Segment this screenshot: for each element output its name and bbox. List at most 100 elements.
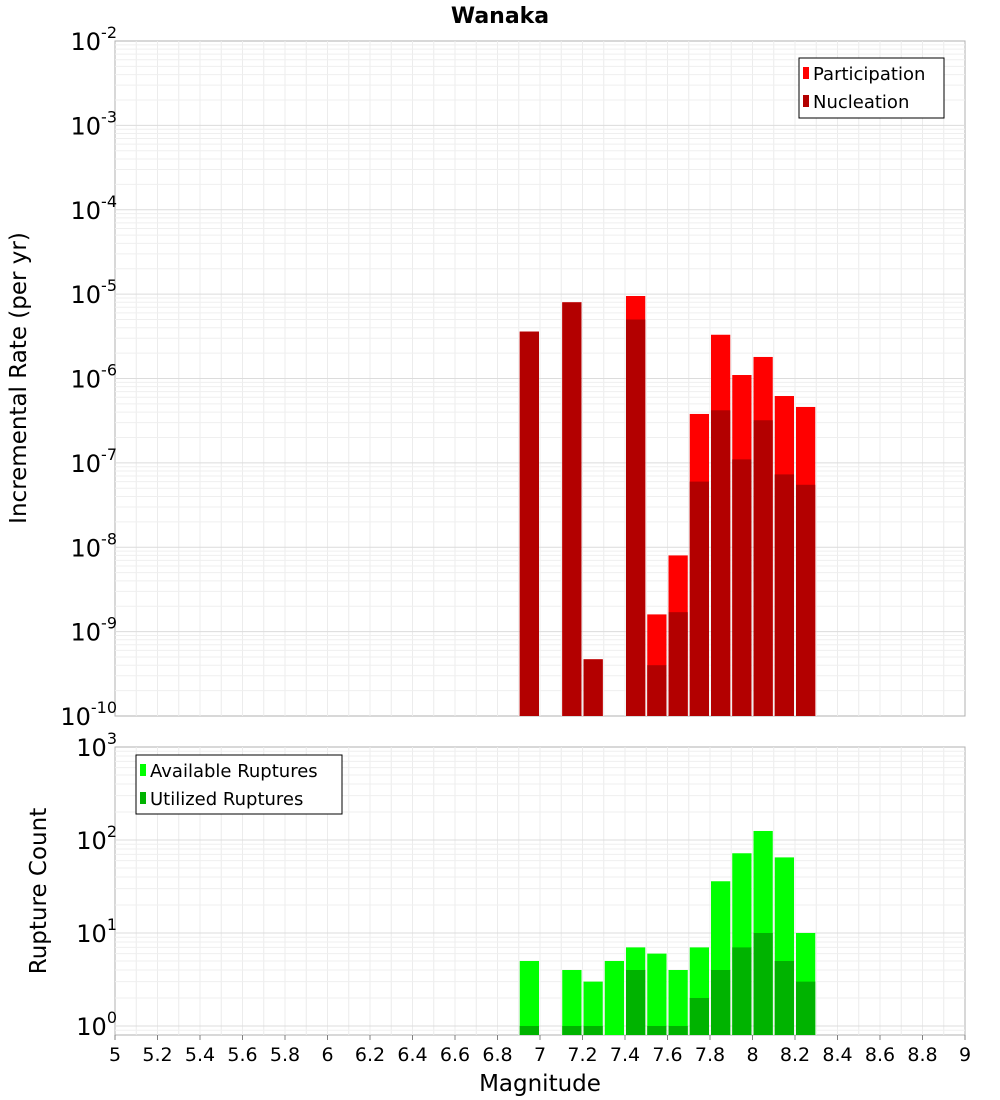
utilized-legend-swatch <box>140 792 146 804</box>
rate-bars <box>519 296 816 716</box>
count-inner-bar <box>774 960 794 1035</box>
x-tick-label: 8.4 <box>822 1044 852 1066</box>
x-tick-label: 6 <box>321 1044 333 1066</box>
rate-inner-bar <box>796 484 816 716</box>
count-inner-bar <box>711 969 731 1035</box>
x-tick-label: 6.8 <box>482 1044 512 1066</box>
count-y-axis-label: Rupture Count <box>26 808 52 974</box>
y-tick-exponent: -5 <box>101 276 117 295</box>
y-tick-exponent: -6 <box>101 361 117 380</box>
y-tick-base: 10 <box>60 703 91 731</box>
x-tick-label: 7.2 <box>567 1044 597 1066</box>
y-tick-exponent: -9 <box>101 614 117 633</box>
rate-inner-bar <box>753 420 773 716</box>
rate-inner-bar <box>562 302 582 716</box>
count-inner-bar <box>753 932 773 1035</box>
y-tick-label: 103 <box>76 729 117 762</box>
nucleation-legend-swatch <box>803 95 809 107</box>
y-tick-exponent: -7 <box>101 445 117 464</box>
x-axis-label: Magnitude <box>479 1071 601 1097</box>
x-tick-labels: 5 5.2 5.4 5.6 5.8 6 6.2 6.4 6.6 6.8 7 7.2 7.4 7.6 7.8 8… <box>109 1035 971 1066</box>
x-tick-label: 7.4 <box>610 1044 640 1066</box>
y-tick-exponent: 1 <box>107 915 117 934</box>
participation-legend-label: Participation <box>813 64 925 85</box>
count-outer-bar <box>647 953 667 1035</box>
x-tick-label: 8.6 <box>865 1044 895 1066</box>
y-tick-exponent: -8 <box>101 529 117 548</box>
x-tick-label: 9 <box>959 1044 971 1066</box>
y-tick-label: 10-4 <box>71 192 118 225</box>
rate-grid <box>115 41 965 716</box>
y-tick-exponent: 2 <box>107 822 117 841</box>
rate-y-axis-label: Incremental Rate (per yr) <box>6 232 32 524</box>
count-inner-bar <box>519 1025 539 1035</box>
count-outer-bar <box>604 960 624 1035</box>
available-legend-label: Available Ruptures <box>150 761 318 782</box>
y-tick-base: 10 <box>76 734 107 762</box>
count-outer-bar <box>562 969 582 1035</box>
y-tick-base: 10 <box>71 112 102 140</box>
y-tick-label: 10-10 <box>60 698 117 731</box>
y-tick-label: 10-8 <box>71 529 118 562</box>
utilized-legend-label: Utilized Ruptures <box>150 789 303 810</box>
rate-inner-bar <box>711 410 731 716</box>
count-inner-bar <box>689 997 709 1035</box>
x-tick-label: 7.6 <box>652 1044 682 1066</box>
y-tick-exponent: 0 <box>107 1008 117 1027</box>
count-inner-bar <box>626 969 646 1035</box>
x-tick-label: 6.6 <box>440 1044 470 1066</box>
y-tick-base: 10 <box>76 827 107 855</box>
count-outer-bar <box>519 960 539 1035</box>
rate-inner-bar <box>647 665 667 716</box>
y-tick-label: 10-6 <box>71 361 118 394</box>
rate-inner-bar <box>732 459 752 716</box>
y-tick-base: 10 <box>76 1013 107 1041</box>
x-tick-label: 5.2 <box>142 1044 172 1066</box>
y-tick-exponent: -2 <box>101 23 117 42</box>
y-tick-exponent: -4 <box>101 192 117 211</box>
y-tick-label: 101 <box>76 915 117 948</box>
x-tick-label: 5 <box>109 1044 121 1066</box>
x-tick-label: 6.4 <box>397 1044 427 1066</box>
count-outer-bar <box>668 969 688 1035</box>
y-tick-base: 10 <box>71 534 102 562</box>
x-tick-label: 5.6 <box>227 1044 257 1066</box>
y-tick-exponent: -10 <box>91 698 117 717</box>
rate-inner-bar <box>668 612 688 716</box>
count-inner-bar <box>732 947 752 1035</box>
x-tick-label: 6.2 <box>355 1044 385 1066</box>
y-tick-label: 10-3 <box>71 107 118 140</box>
rate-legend-box <box>798 57 945 119</box>
x-tick-label: 7.8 <box>695 1044 725 1066</box>
count-grid <box>115 747 965 1035</box>
rate-legend: Participation Nucleation <box>798 57 945 119</box>
y-tick-exponent: 3 <box>107 729 117 748</box>
x-tick-label: 7 <box>534 1044 546 1066</box>
count-inner-bar <box>647 1025 667 1035</box>
y-tick-base: 10 <box>71 28 102 56</box>
count-legend: Available Ruptures Utilized Ruptures <box>135 754 343 815</box>
count-inner-bar <box>583 1025 603 1035</box>
count-bars <box>519 830 816 1035</box>
chart-title: Wanaka <box>451 4 549 29</box>
y-tick-label: 10-9 <box>71 614 118 647</box>
y-tick-label: 102 <box>76 822 117 855</box>
x-tick-label: 8.2 <box>780 1044 810 1066</box>
y-tick-base: 10 <box>71 619 102 647</box>
x-tick-label: 5.4 <box>185 1044 215 1066</box>
rate-inner-bar <box>583 659 603 716</box>
y-tick-base: 10 <box>71 366 102 394</box>
participation-legend-swatch <box>803 67 809 79</box>
available-legend-swatch <box>140 764 146 776</box>
y-tick-base: 10 <box>71 450 102 478</box>
y-tick-label: 10-2 <box>71 23 118 56</box>
count-inner-bar <box>796 981 816 1035</box>
y-tick-exponent: -3 <box>101 107 117 126</box>
count-outer-bar <box>583 981 603 1035</box>
x-tick-label: 5.8 <box>270 1044 300 1066</box>
